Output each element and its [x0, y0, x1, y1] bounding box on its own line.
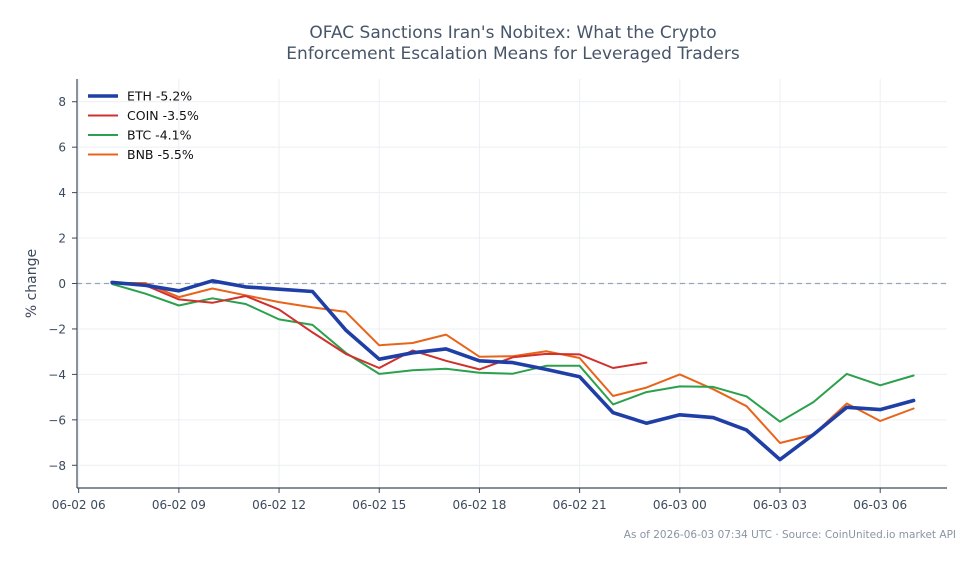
x-tick-label: 06-03 03 [753, 498, 807, 512]
x-tick-label: 06-03 06 [853, 498, 907, 512]
x-tick-labels: 06-02 06 06-02 09 06-02 12 06-02 15 06-02 18… [52, 498, 907, 512]
chart-title-line: Enforcement Escalation Means for Leverag… [286, 44, 740, 64]
y-tick-label: −8 [48, 459, 66, 473]
axes [72, 79, 947, 493]
chart-title: OFAC Sanctions Iran's Nobitex: What the … [286, 23, 740, 64]
y-tick-label: 2 [58, 232, 66, 246]
y-tick-label: 6 [58, 141, 66, 155]
x-tick-label: 06-02 15 [352, 498, 406, 512]
x-tick-label: 06-02 06 [52, 498, 106, 512]
legend-label: BNB -5.5% [127, 147, 194, 162]
series-line-eth [110, 278, 916, 462]
y-tick-label: 8 [58, 95, 66, 109]
y-tick-labels: −8 −6 −4 −2 0 2 4 6 8 [48, 95, 66, 473]
series-line-btc [111, 283, 915, 423]
legend-label: COIN -3.5% [127, 108, 199, 123]
x-tick-label: 06-02 18 [452, 498, 506, 512]
y-tick-label: −2 [48, 322, 66, 336]
y-axis-title: % change [24, 249, 40, 318]
y-tick-label: 4 [58, 186, 66, 200]
y-tick-label: 0 [58, 277, 66, 291]
x-tick-label: 06-03 00 [653, 498, 707, 512]
series-line-coin [111, 282, 648, 371]
y-tick-label: −4 [48, 368, 66, 382]
x-tick-label: 06-02 09 [152, 498, 206, 512]
series-lines [110, 278, 916, 462]
x-tick-label: 06-02 21 [553, 498, 607, 512]
chart-title-line: OFAC Sanctions Iran's Nobitex: What the … [309, 23, 716, 43]
legend: ETH -5.2% COIN -3.5% BTC -4.1% BNB -5.5% [88, 89, 199, 162]
footer-note: As of 2026-06-03 07:34 UTC · Source: Coi… [624, 529, 956, 541]
legend-label: BTC -4.1% [127, 128, 192, 143]
legend-label: ETH -5.2% [127, 89, 192, 104]
y-tick-label: −6 [48, 413, 66, 427]
x-tick-label: 06-02 12 [252, 498, 306, 512]
